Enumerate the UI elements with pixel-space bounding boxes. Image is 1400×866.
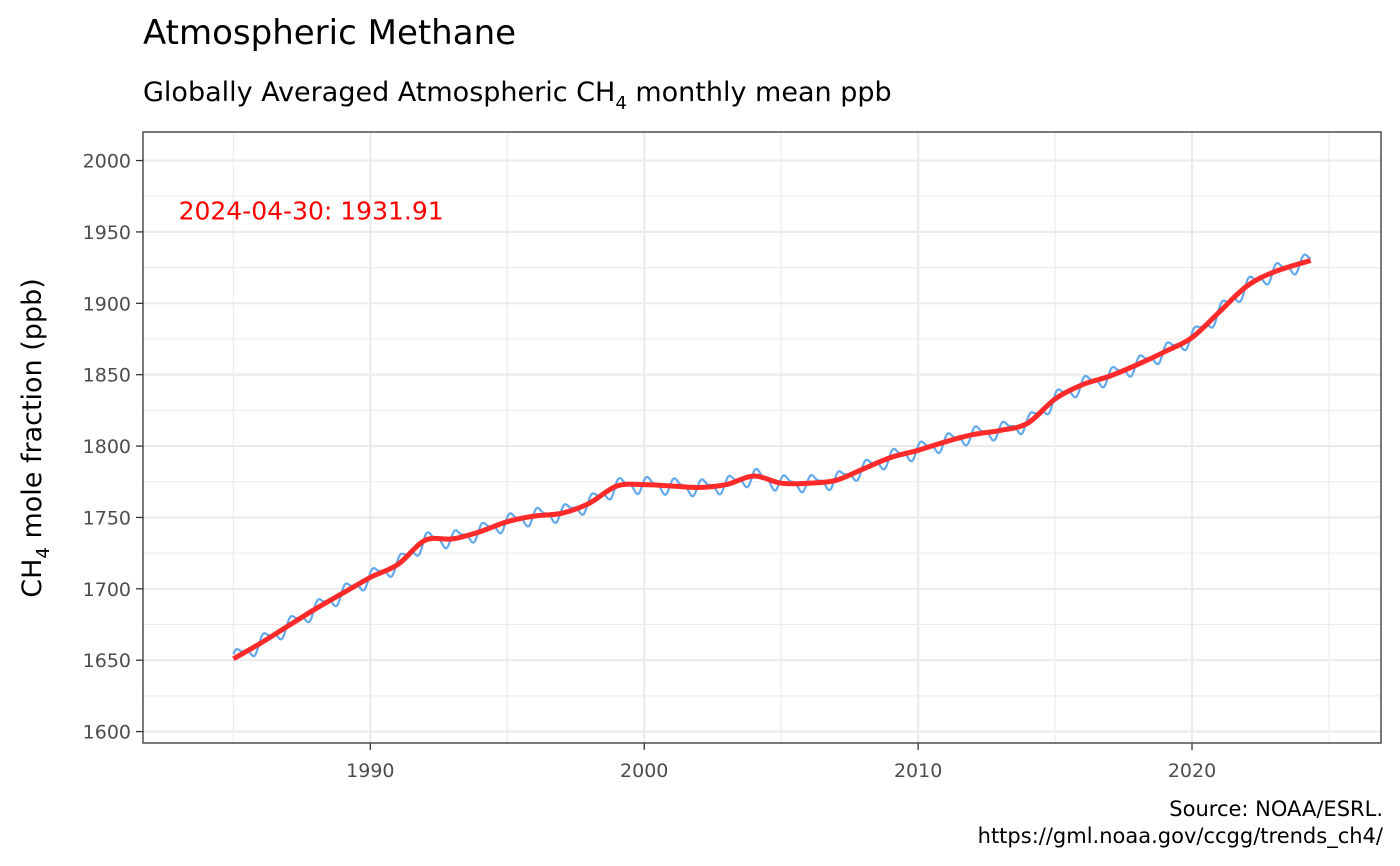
chart-title: Atmospheric Methane: [143, 13, 516, 53]
y-tick-label: 2000: [83, 151, 131, 173]
y-tick-label: 1950: [83, 222, 131, 244]
x-tick-label: 2000: [620, 760, 668, 782]
y-tick-label: 1650: [83, 650, 131, 672]
y-tick-label: 1750: [83, 507, 131, 529]
latest-value-annotation: 2024-04-30: 1931.91: [179, 197, 444, 226]
y-tick-label: 1700: [83, 579, 131, 601]
axes: 1600 1650 1700 1750 1800 1850 1900 1950 2000 1990…: [83, 151, 1217, 782]
x-tick-label: 2020: [1168, 760, 1216, 782]
grid: [143, 132, 1381, 743]
y-tick-label: 1900: [83, 293, 131, 315]
x-tick-label: 1990: [346, 760, 394, 782]
x-tick-label: 2010: [894, 760, 942, 782]
y-axis-label: CH4 mole fraction (ppb): [17, 278, 54, 598]
panel-border: [142, 131, 1382, 744]
y-tick-label: 1850: [83, 365, 131, 387]
chart-subtitle: Globally Averaged Atmospheric CH4 monthl…: [143, 77, 892, 114]
y-tick-label: 1800: [83, 436, 131, 458]
caption-url: https://gml.noaa.gov/ccgg/trends_ch4/: [978, 824, 1384, 849]
trend-line: [232, 258, 1312, 661]
y-tick-label: 1600: [83, 722, 131, 744]
monthly-mean-line: [232, 253, 1312, 658]
caption-source: Source: NOAA/ESRL.: [1169, 797, 1383, 821]
series-layer: [232, 253, 1312, 661]
